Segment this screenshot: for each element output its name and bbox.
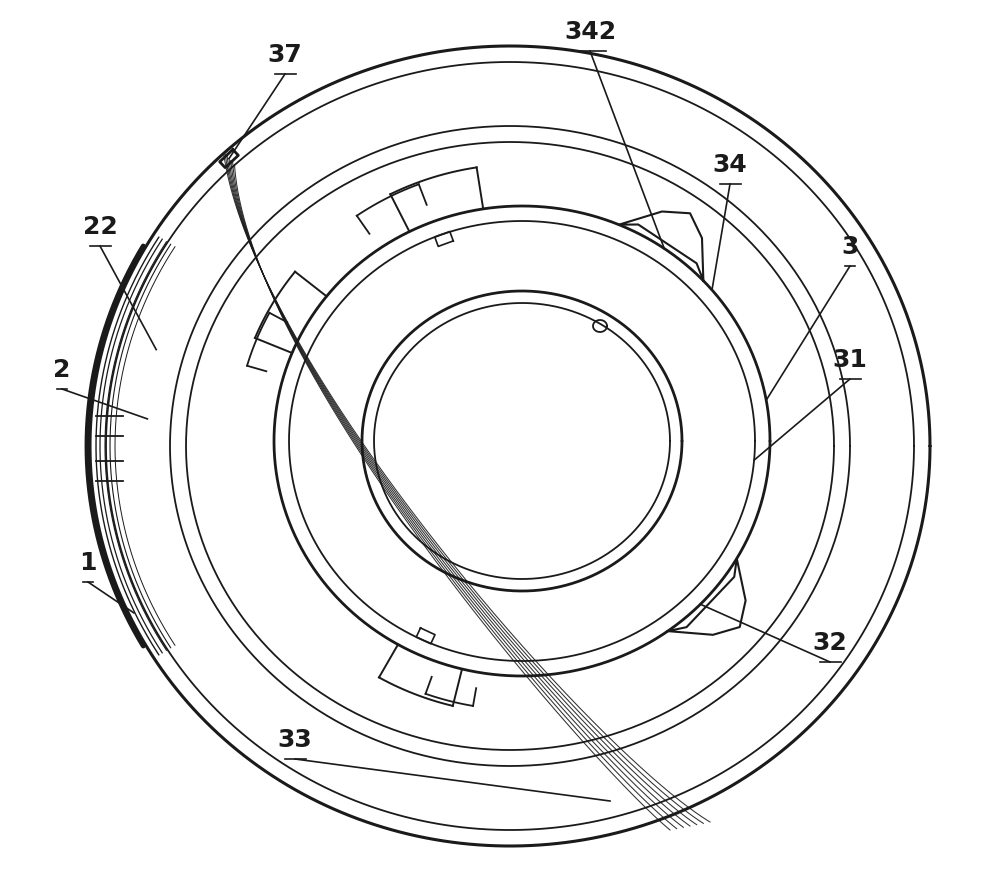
Text: 37: 37 [268, 43, 302, 67]
Text: 22: 22 [83, 215, 117, 239]
Text: 31: 31 [833, 348, 867, 372]
Text: 34: 34 [713, 153, 747, 177]
Text: 2: 2 [53, 358, 71, 382]
Text: 342: 342 [564, 20, 616, 44]
Text: 33: 33 [278, 727, 312, 751]
Text: 32: 32 [813, 630, 847, 654]
Text: 3: 3 [841, 235, 859, 258]
Text: 1: 1 [79, 551, 97, 574]
